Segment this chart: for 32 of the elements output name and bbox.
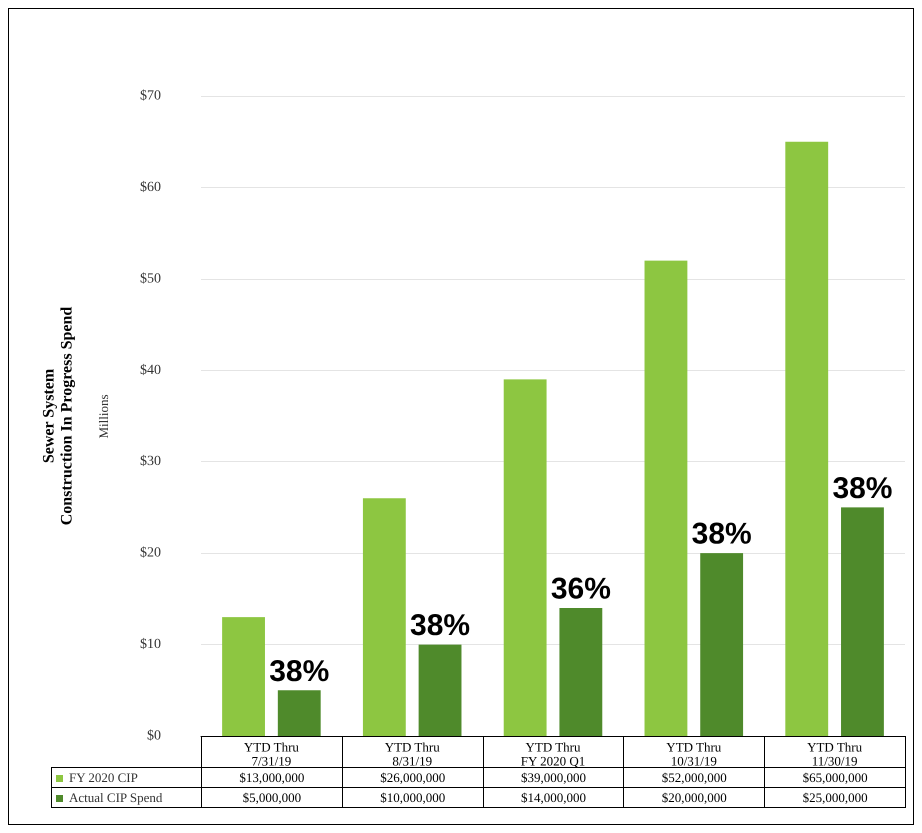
y-tick-label: $60 xyxy=(140,180,161,195)
y-tick-label: $30 xyxy=(140,454,161,470)
text: Millions xyxy=(96,394,111,439)
y-tick-label: $70 xyxy=(140,88,161,104)
bar xyxy=(504,379,547,736)
y-tick-label: $40 xyxy=(140,362,161,378)
bar xyxy=(222,617,265,736)
y-tick-label: $10 xyxy=(140,637,161,652)
bar xyxy=(700,553,744,736)
y-tick-label: $0 xyxy=(147,728,161,744)
annotation: 38% xyxy=(269,654,330,688)
bar xyxy=(785,142,828,736)
x-tick-label: YTD Thru 11/30/19 xyxy=(807,740,863,768)
x-tick-label: YTD Thru FY 2020 Q1 xyxy=(520,740,586,768)
annotation: 38% xyxy=(692,518,752,551)
legend-label: FY 2020 CIP xyxy=(52,768,202,788)
x-tick-label: YTD Thru 10/31/19 xyxy=(666,740,722,768)
y-axis-title: Sewer System Construction In Progress Spend xyxy=(40,306,76,526)
bar xyxy=(841,507,884,736)
x-tick-label: YTD Thru 8/31/19 xyxy=(384,740,440,768)
bar xyxy=(278,690,321,736)
legend-label: Actual CIP Spend xyxy=(52,788,202,808)
bar xyxy=(559,608,602,736)
annotation: 38% xyxy=(832,472,892,505)
y-tick-label: $50 xyxy=(140,271,161,286)
y-tick-label: $20 xyxy=(140,546,161,561)
bar xyxy=(418,644,462,736)
x-tick-label: YTD Thru 7/31/19 xyxy=(244,740,300,768)
annotation: 36% xyxy=(550,572,611,606)
bar xyxy=(362,498,406,736)
bar xyxy=(644,260,688,736)
annotation: 38% xyxy=(410,609,470,642)
